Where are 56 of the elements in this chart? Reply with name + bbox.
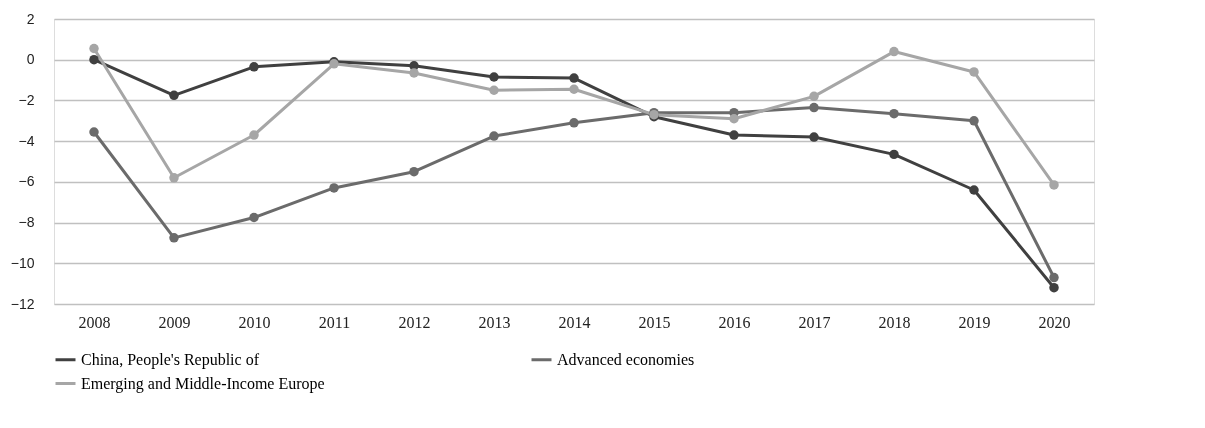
point bbox=[249, 62, 259, 72]
point bbox=[1049, 282, 1059, 293]
x-tick-label: 2013 bbox=[478, 313, 511, 331]
point bbox=[89, 127, 99, 137]
point bbox=[809, 102, 819, 113]
point bbox=[169, 173, 179, 183]
y-tick-label: −6 bbox=[18, 173, 35, 190]
point bbox=[729, 114, 739, 124]
point bbox=[969, 67, 979, 77]
x-tick-label: 2010 bbox=[238, 313, 271, 331]
x-tick-label: 2008 bbox=[78, 313, 111, 331]
point bbox=[729, 130, 739, 140]
point bbox=[89, 43, 99, 54]
point bbox=[1049, 272, 1059, 283]
x-tick-label: 2018 bbox=[878, 313, 911, 331]
x-tick-label: 2017 bbox=[798, 313, 831, 331]
point bbox=[409, 166, 419, 177]
point bbox=[489, 131, 499, 141]
x-tick-label: 2009 bbox=[158, 313, 191, 331]
x-tick-label: 2016 bbox=[718, 313, 751, 331]
legend-label: Advanced economies bbox=[557, 350, 695, 368]
y-tick-label: −2 bbox=[18, 91, 35, 108]
legend-label: Emerging and Middle-Income Europe bbox=[81, 374, 325, 393]
legend-label: China, People's Republic of bbox=[81, 350, 260, 369]
point bbox=[889, 46, 899, 57]
point bbox=[809, 91, 819, 102]
point bbox=[969, 116, 979, 126]
point bbox=[489, 85, 499, 95]
y-tick-label: −12 bbox=[10, 295, 35, 312]
point bbox=[249, 130, 259, 140]
point bbox=[1049, 180, 1059, 190]
point bbox=[809, 132, 819, 142]
point bbox=[169, 233, 179, 243]
x-tick-label: 2015 bbox=[638, 313, 671, 331]
point bbox=[969, 185, 979, 195]
y-tick-label: 2 bbox=[26, 10, 35, 27]
x-tick-label: 2020 bbox=[1038, 313, 1071, 331]
point bbox=[489, 72, 499, 82]
point bbox=[569, 84, 579, 94]
y-tick-label: −4 bbox=[18, 132, 35, 149]
x-tick-label: 2011 bbox=[318, 313, 351, 331]
point bbox=[169, 90, 179, 101]
point bbox=[569, 118, 579, 128]
point bbox=[409, 68, 419, 78]
point bbox=[569, 73, 579, 83]
point bbox=[889, 149, 899, 160]
x-tick-label: 2012 bbox=[398, 313, 431, 331]
x-tick-label: 2019 bbox=[958, 313, 991, 331]
y-tick-label: 0 bbox=[26, 51, 35, 68]
point bbox=[249, 212, 259, 223]
y-tick-label: −8 bbox=[18, 214, 35, 231]
point bbox=[889, 108, 899, 119]
x-tick-label: 2014 bbox=[558, 313, 591, 331]
point bbox=[329, 183, 339, 193]
y-tick-label: −10 bbox=[10, 254, 35, 271]
point bbox=[89, 54, 99, 65]
